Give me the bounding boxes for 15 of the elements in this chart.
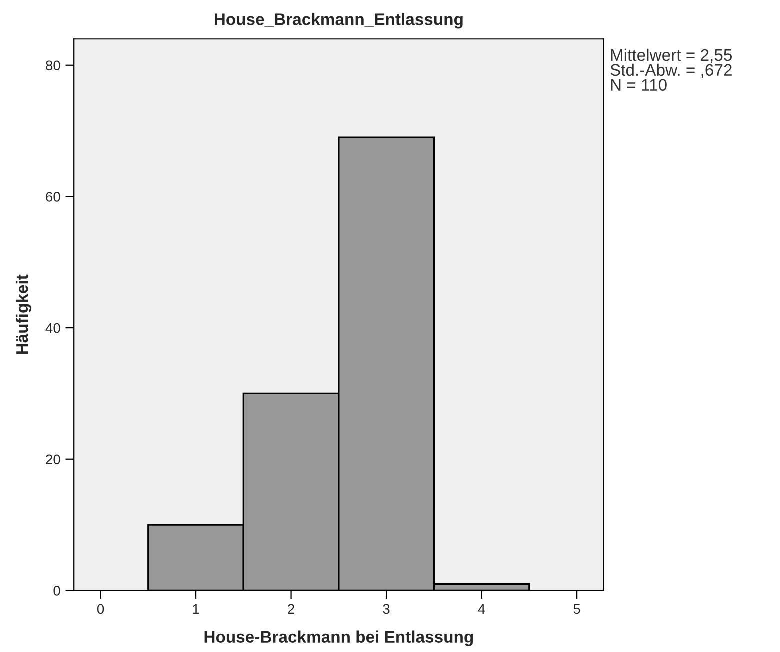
x-tick-label: 3 [383, 604, 390, 614]
y-tick-label: 80 [46, 60, 60, 71]
x-tick-label: 2 [288, 604, 294, 614]
chart-title: House_Brackmann_Entlassung [214, 13, 463, 29]
x-tick-label: 1 [193, 604, 200, 614]
y-tick-label: 60 [46, 192, 60, 202]
x-tick-label: 5 [574, 604, 580, 614]
y-tick-label: 0 [54, 586, 60, 596]
x-tick-label: 4 [478, 604, 486, 614]
y-tick-label: 20 [46, 454, 60, 465]
text: Mittelwert = 2,55 Std.-Abw. = ,672 N = 110 [610, 48, 732, 92]
y-tick-label: 40 [46, 323, 60, 334]
y-axis-title: Häufigkeit [16, 274, 32, 354]
x-axis-title: House-Brackmann bei Entlassung [204, 630, 474, 646]
x-tick-label: 0 [97, 604, 104, 614]
